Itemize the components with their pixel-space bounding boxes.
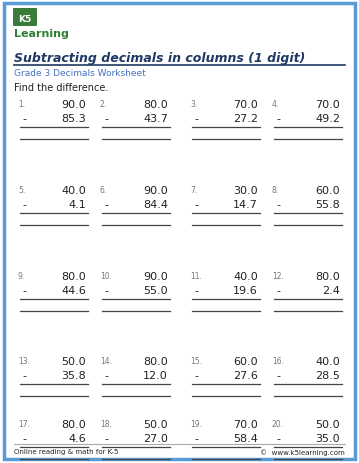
Text: 8.: 8. [272, 186, 279, 194]
FancyBboxPatch shape [4, 4, 355, 459]
Text: -: - [104, 433, 108, 443]
Text: -: - [276, 114, 280, 124]
Text: 43.7: 43.7 [143, 114, 168, 124]
Text: -: - [276, 200, 280, 210]
Text: 11.: 11. [190, 271, 202, 281]
Text: 55.0: 55.0 [143, 285, 168, 295]
Text: Find the difference.: Find the difference. [14, 83, 108, 93]
Text: Online reading & math for K-5: Online reading & math for K-5 [14, 448, 118, 454]
Text: 50.0: 50.0 [143, 419, 168, 429]
Text: -: - [22, 200, 26, 210]
Text: 12.0: 12.0 [143, 370, 168, 380]
Text: 6.: 6. [100, 186, 107, 194]
Text: 30.0: 30.0 [233, 186, 258, 195]
Text: 10.: 10. [100, 271, 112, 281]
Text: 5.: 5. [18, 186, 25, 194]
Text: 2.: 2. [100, 100, 107, 109]
Text: -: - [104, 285, 108, 295]
Text: 85.3: 85.3 [61, 114, 86, 124]
Text: 19.6: 19.6 [233, 285, 258, 295]
Text: 4.: 4. [272, 100, 279, 109]
Text: -: - [104, 200, 108, 210]
Text: 16.: 16. [272, 356, 284, 365]
Text: 12.: 12. [272, 271, 284, 281]
Text: 20.: 20. [272, 419, 284, 428]
Text: 84.4: 84.4 [143, 200, 168, 210]
Text: ©  www.k5learning.com: © www.k5learning.com [260, 448, 345, 455]
Text: 1.: 1. [18, 100, 25, 109]
Text: Grade 3 Decimals Worksheet: Grade 3 Decimals Worksheet [14, 69, 146, 78]
Text: 19.: 19. [190, 419, 202, 428]
Text: 60.0: 60.0 [315, 186, 340, 195]
Text: -: - [194, 370, 198, 380]
Text: -: - [194, 433, 198, 443]
Text: Learning: Learning [14, 29, 69, 39]
Text: 80.0: 80.0 [143, 100, 168, 110]
Text: 17.: 17. [18, 419, 30, 428]
Text: -: - [22, 114, 26, 124]
Text: 80.0: 80.0 [143, 356, 168, 366]
Text: 40.0: 40.0 [61, 186, 86, 195]
Text: 90.0: 90.0 [143, 271, 168, 282]
Text: 27.0: 27.0 [143, 433, 168, 443]
Text: -: - [22, 370, 26, 380]
Text: 40.0: 40.0 [233, 271, 258, 282]
Text: 70.0: 70.0 [233, 100, 258, 110]
Text: 18.: 18. [100, 419, 112, 428]
Text: -: - [104, 114, 108, 124]
Text: 14.7: 14.7 [233, 200, 258, 210]
Text: 55.8: 55.8 [315, 200, 340, 210]
Text: 27.2: 27.2 [233, 114, 258, 124]
Text: 80.0: 80.0 [315, 271, 340, 282]
Text: 90.0: 90.0 [143, 186, 168, 195]
Text: 3.: 3. [190, 100, 197, 109]
Text: K5: K5 [18, 14, 32, 24]
Text: 49.2: 49.2 [315, 114, 340, 124]
Text: 44.6: 44.6 [61, 285, 86, 295]
Text: 80.0: 80.0 [61, 271, 86, 282]
Text: 70.0: 70.0 [315, 100, 340, 110]
Text: 7.: 7. [190, 186, 197, 194]
Text: 60.0: 60.0 [233, 356, 258, 366]
Text: -: - [194, 285, 198, 295]
Text: 14.: 14. [100, 356, 112, 365]
Text: -: - [194, 200, 198, 210]
Text: -: - [276, 370, 280, 380]
FancyBboxPatch shape [13, 9, 37, 27]
Text: 50.0: 50.0 [61, 356, 86, 366]
Text: 35.0: 35.0 [315, 433, 340, 443]
Text: 13.: 13. [18, 356, 30, 365]
Text: 50.0: 50.0 [315, 419, 340, 429]
Text: 90.0: 90.0 [61, 100, 86, 110]
Text: Subtracting decimals in columns (1 digit): Subtracting decimals in columns (1 digit… [14, 52, 306, 65]
Text: 4.6: 4.6 [68, 433, 86, 443]
Text: 70.0: 70.0 [233, 419, 258, 429]
Text: -: - [22, 285, 26, 295]
Text: -: - [104, 370, 108, 380]
Text: 4.1: 4.1 [68, 200, 86, 210]
Text: 80.0: 80.0 [61, 419, 86, 429]
Text: 2.4: 2.4 [322, 285, 340, 295]
Text: 28.5: 28.5 [315, 370, 340, 380]
Text: -: - [22, 433, 26, 443]
Text: -: - [276, 433, 280, 443]
Text: 9.: 9. [18, 271, 25, 281]
Text: -: - [194, 114, 198, 124]
Text: 40.0: 40.0 [315, 356, 340, 366]
Text: -: - [276, 285, 280, 295]
Text: 15.: 15. [190, 356, 202, 365]
Text: 27.6: 27.6 [233, 370, 258, 380]
Text: 35.8: 35.8 [61, 370, 86, 380]
Text: 58.4: 58.4 [233, 433, 258, 443]
